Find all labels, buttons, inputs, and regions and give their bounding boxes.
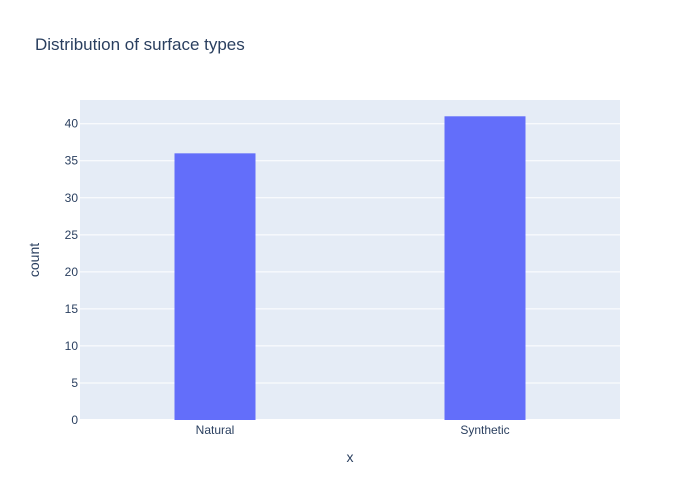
y-tick-label: 10: [65, 339, 79, 353]
bar-synthetic[interactable]: [444, 116, 526, 420]
y-axis-ticks: 0 5 10 15 20 25 30 35 40: [65, 117, 79, 427]
y-tick-label: 35: [65, 154, 79, 168]
y-tick-label: 5: [71, 376, 78, 390]
y-tick-label: 15: [65, 302, 79, 316]
y-axis-title: count: [26, 243, 42, 277]
x-tick-label: Synthetic: [460, 423, 509, 437]
bars: [174, 116, 526, 421]
gridlines: [80, 123, 620, 421]
chart-title: Distribution of surface types: [35, 35, 245, 54]
y-tick-label: 20: [65, 265, 79, 279]
x-axis-ticks: Natural Synthetic: [196, 423, 510, 437]
y-tick-label: 30: [65, 191, 79, 205]
x-axis-title: x: [347, 449, 354, 465]
plot-background: [80, 100, 620, 420]
y-tick-label: 0: [71, 413, 78, 427]
bar-natural[interactable]: [174, 153, 256, 421]
y-tick-label: 40: [65, 117, 79, 131]
x-tick-label: Natural: [196, 423, 235, 437]
y-tick-label: 25: [65, 228, 79, 242]
